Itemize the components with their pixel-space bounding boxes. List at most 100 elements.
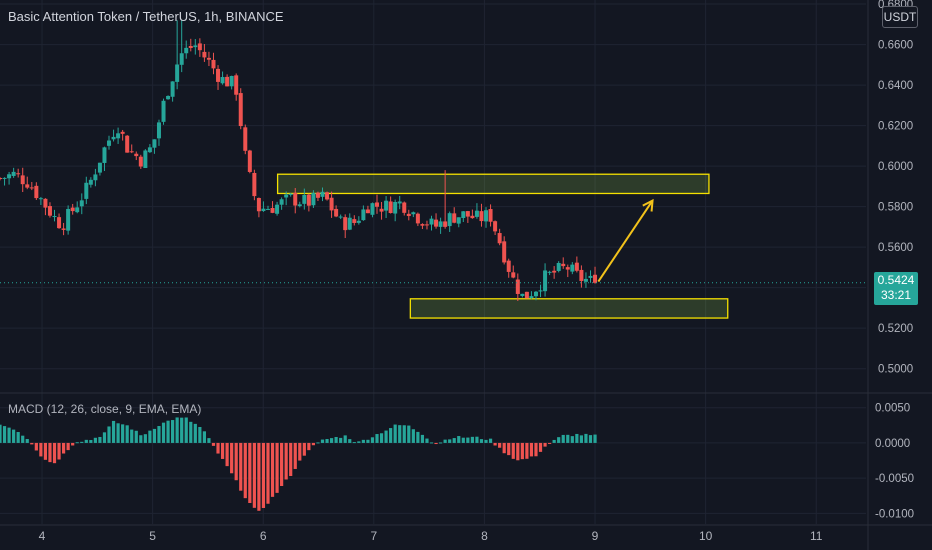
macd-bar (148, 430, 152, 443)
macd-bar (502, 442, 506, 454)
macd-bar (316, 442, 320, 444)
candle-body (66, 208, 71, 231)
candle-body (415, 213, 420, 224)
macd-bar (143, 434, 147, 443)
candle-body (488, 209, 493, 222)
candle-body (352, 219, 357, 223)
candle-body (138, 156, 143, 167)
macd-bar (411, 429, 415, 443)
macd-bar (166, 420, 170, 443)
macd-bar (121, 424, 125, 443)
candle-body (38, 198, 43, 200)
macd-bar (239, 442, 243, 491)
candle-body (447, 213, 452, 227)
macd-bar (189, 421, 193, 443)
candle-body (315, 192, 320, 198)
candle-body (75, 207, 80, 213)
arrow-annotation[interactable] (597, 198, 654, 283)
candle-body (102, 147, 107, 163)
candle-body (116, 133, 121, 139)
macd-bar (130, 429, 134, 443)
candle-body (379, 208, 384, 212)
candle-body (302, 194, 307, 204)
candle-body (484, 210, 489, 222)
currency-badge[interactable]: USDT (882, 6, 918, 28)
macd-bar (7, 427, 11, 443)
macd-tick-label: 0.0050 (875, 403, 910, 415)
candle-body (361, 209, 366, 221)
macd-bar (538, 442, 543, 452)
candle-body (284, 194, 289, 198)
macd-bar (484, 439, 488, 443)
macd-bar (311, 442, 316, 446)
zone-layer (276, 173, 729, 319)
macd-bar (516, 442, 520, 461)
time-axis[interactable]: 4 5 6 7 8 9 10 11 (39, 529, 823, 543)
candle-body (397, 201, 402, 204)
candle-body (256, 197, 261, 212)
macd-bar (366, 439, 370, 443)
candle-body (279, 199, 284, 205)
candle-body (565, 267, 570, 270)
macd-bar (252, 442, 256, 508)
candle-body (465, 211, 470, 217)
candle-body (47, 206, 52, 216)
candle-body (170, 81, 175, 97)
macd-bar (343, 435, 347, 443)
candle-body (533, 291, 538, 297)
macd-bar (384, 430, 388, 443)
macd-bar (61, 442, 66, 454)
candle-body (216, 68, 221, 82)
macd-bar (284, 442, 288, 480)
macd-bar (48, 442, 52, 463)
candle-body (429, 218, 434, 225)
macd-bar (470, 436, 474, 443)
candle-body (225, 76, 230, 87)
macd-axis[interactable]: -0.0100 -0.0050 0.0000 0.0050 (875, 403, 914, 521)
candle-body (365, 209, 370, 214)
time-tick-label: 10 (699, 529, 713, 543)
macd-bar (325, 439, 329, 443)
macd-bar (507, 442, 511, 456)
macd-bar (57, 442, 61, 460)
price-axis[interactable]: 0.50000.52000.54000.56000.58000.60000.62… (878, 0, 913, 376)
candle-body (84, 182, 89, 199)
candle-body (25, 184, 30, 188)
chart-title: Basic Attention Token / TetherUS, 1h, BI… (8, 9, 284, 24)
candle-body (107, 140, 112, 146)
candle-body (238, 93, 243, 127)
candle-body (57, 217, 62, 229)
last-price-tag: 0.5424 33:21 (874, 272, 918, 305)
macd-bar (52, 442, 57, 464)
macd-tick-label: -0.0100 (875, 508, 914, 520)
price-tick-label: 0.5000 (878, 364, 913, 376)
macd-bar (425, 438, 429, 443)
macd-legend[interactable]: MACD (12, 26, close, 9, EMA, EMA) (8, 402, 202, 416)
macd-bar (220, 442, 225, 459)
candle-body (147, 147, 152, 153)
candle-body (166, 95, 171, 100)
macd-bar (171, 420, 175, 443)
macd-bar (93, 437, 97, 443)
macd-bar (561, 434, 565, 443)
candle-body (493, 221, 498, 232)
candle-body (229, 75, 234, 87)
macd-bar (307, 442, 311, 451)
time-tick-label: 8 (481, 529, 488, 543)
candle-body (520, 293, 525, 296)
macd-bar (543, 442, 547, 447)
macd-bar (407, 425, 411, 443)
candle-body (2, 177, 7, 179)
candle-body (547, 271, 552, 273)
candle-body (34, 185, 39, 199)
candle-body (356, 220, 361, 223)
macd-bar (293, 442, 297, 469)
macd-bar (498, 442, 502, 448)
candle-body (52, 216, 57, 218)
candle-body (593, 274, 598, 283)
macd-bar (493, 442, 497, 446)
macd-bar (548, 442, 552, 444)
macd-bar (102, 432, 107, 443)
macd-bar (0, 424, 2, 443)
